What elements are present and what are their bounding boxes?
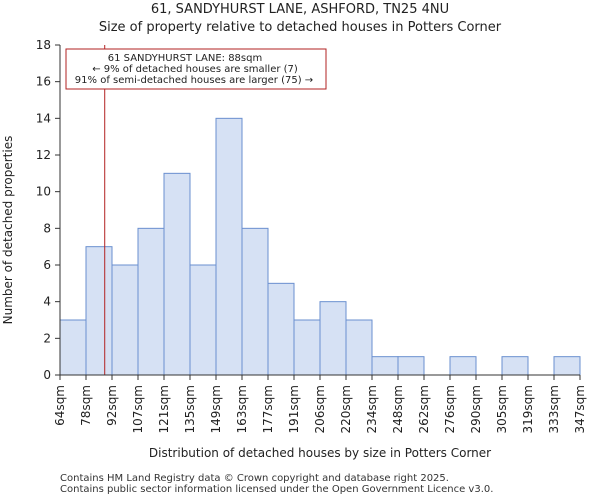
annotation-line-1: 61 SANDYHURST LANE: 88sqm (108, 53, 262, 64)
bars (59, 117, 581, 376)
x-tick-label: 107sqm (131, 385, 145, 433)
annotation-box: 61 SANDYHURST LANE: 88sqm ← 9% of detach… (65, 48, 327, 90)
x-axis-label: Distribution of detached houses by size … (149, 446, 491, 460)
y-tick-label: 14 (36, 111, 51, 125)
x-tick-label: 121sqm (157, 385, 171, 433)
x-tick-label: 333sqm (547, 385, 561, 433)
x-tick-label: 262sqm (417, 385, 431, 433)
x-tick-label: 92sqm (105, 385, 119, 426)
x-tick-label: 177sqm (261, 385, 275, 433)
y-tick-label: 4 (43, 295, 51, 309)
bar (371, 356, 399, 376)
bar (215, 117, 243, 376)
bar (449, 356, 477, 376)
x-tick-label: 220sqm (339, 385, 353, 433)
y-ticks: 0 2 4 6 8 10 12 14 16 18 (36, 38, 60, 382)
bar (501, 356, 529, 376)
y-tick-label: 0 (43, 368, 51, 382)
x-tick-label: 149sqm (209, 385, 223, 433)
x-tick-label: 319sqm (521, 385, 535, 433)
bar (85, 246, 113, 376)
chart-subtitle: Size of property relative to detached ho… (98, 20, 502, 35)
x-tick-labels: 64sqm 78sqm 92sqm 107sqm 121sqm 135sqm 149sqm 1… (53, 375, 587, 433)
bar (553, 356, 581, 376)
x-tick-label: 78sqm (79, 385, 93, 426)
y-tick-label: 16 (36, 75, 51, 89)
y-tick-label: 6 (43, 258, 51, 272)
footer-line-2: Contains public sector information licen… (60, 484, 494, 495)
chart-title: 61, SANDYHURST LANE, ASHFORD, TN25 4NU (150, 2, 450, 17)
bar (397, 356, 425, 376)
y-tick-label: 12 (36, 148, 51, 162)
bar (345, 319, 373, 376)
bar (189, 264, 217, 376)
bar (241, 227, 269, 376)
bar (293, 319, 321, 376)
x-tick-label: 206sqm (313, 385, 327, 433)
x-tick-label: 64sqm (53, 385, 67, 426)
x-tick-label: 135sqm (183, 385, 197, 433)
y-tick-label: 18 (36, 38, 51, 52)
annotation-line-2: ← 9% of detached houses are smaller (7) (92, 64, 298, 75)
x-tick-label: 248sqm (391, 385, 405, 433)
annotation-frame (65, 48, 327, 90)
y-tick-label: 2 (43, 331, 51, 345)
y-tick-label: 10 (36, 185, 51, 199)
annotation-line-3: 91% of semi-detached houses are larger (… (75, 75, 313, 86)
x-tick-label: 276sqm (443, 385, 457, 433)
bar (267, 282, 295, 376)
x-tick-label: 191sqm (287, 385, 301, 433)
bar (319, 301, 347, 376)
x-tick-label: 290sqm (469, 385, 483, 433)
bar (163, 172, 191, 376)
footer-line-1: Contains HM Land Registry data © Crown c… (60, 473, 449, 484)
bar (111, 264, 139, 376)
bar (59, 319, 87, 376)
y-tick-label: 8 (43, 221, 51, 235)
x-tick-label: 305sqm (495, 385, 509, 433)
x-tick-label: 234sqm (365, 385, 379, 433)
x-tick-label: 163sqm (235, 385, 249, 433)
y-axis-label: Number of detached properties (1, 136, 15, 325)
x-tick-label: 347sqm (573, 385, 587, 433)
bar (137, 227, 165, 376)
